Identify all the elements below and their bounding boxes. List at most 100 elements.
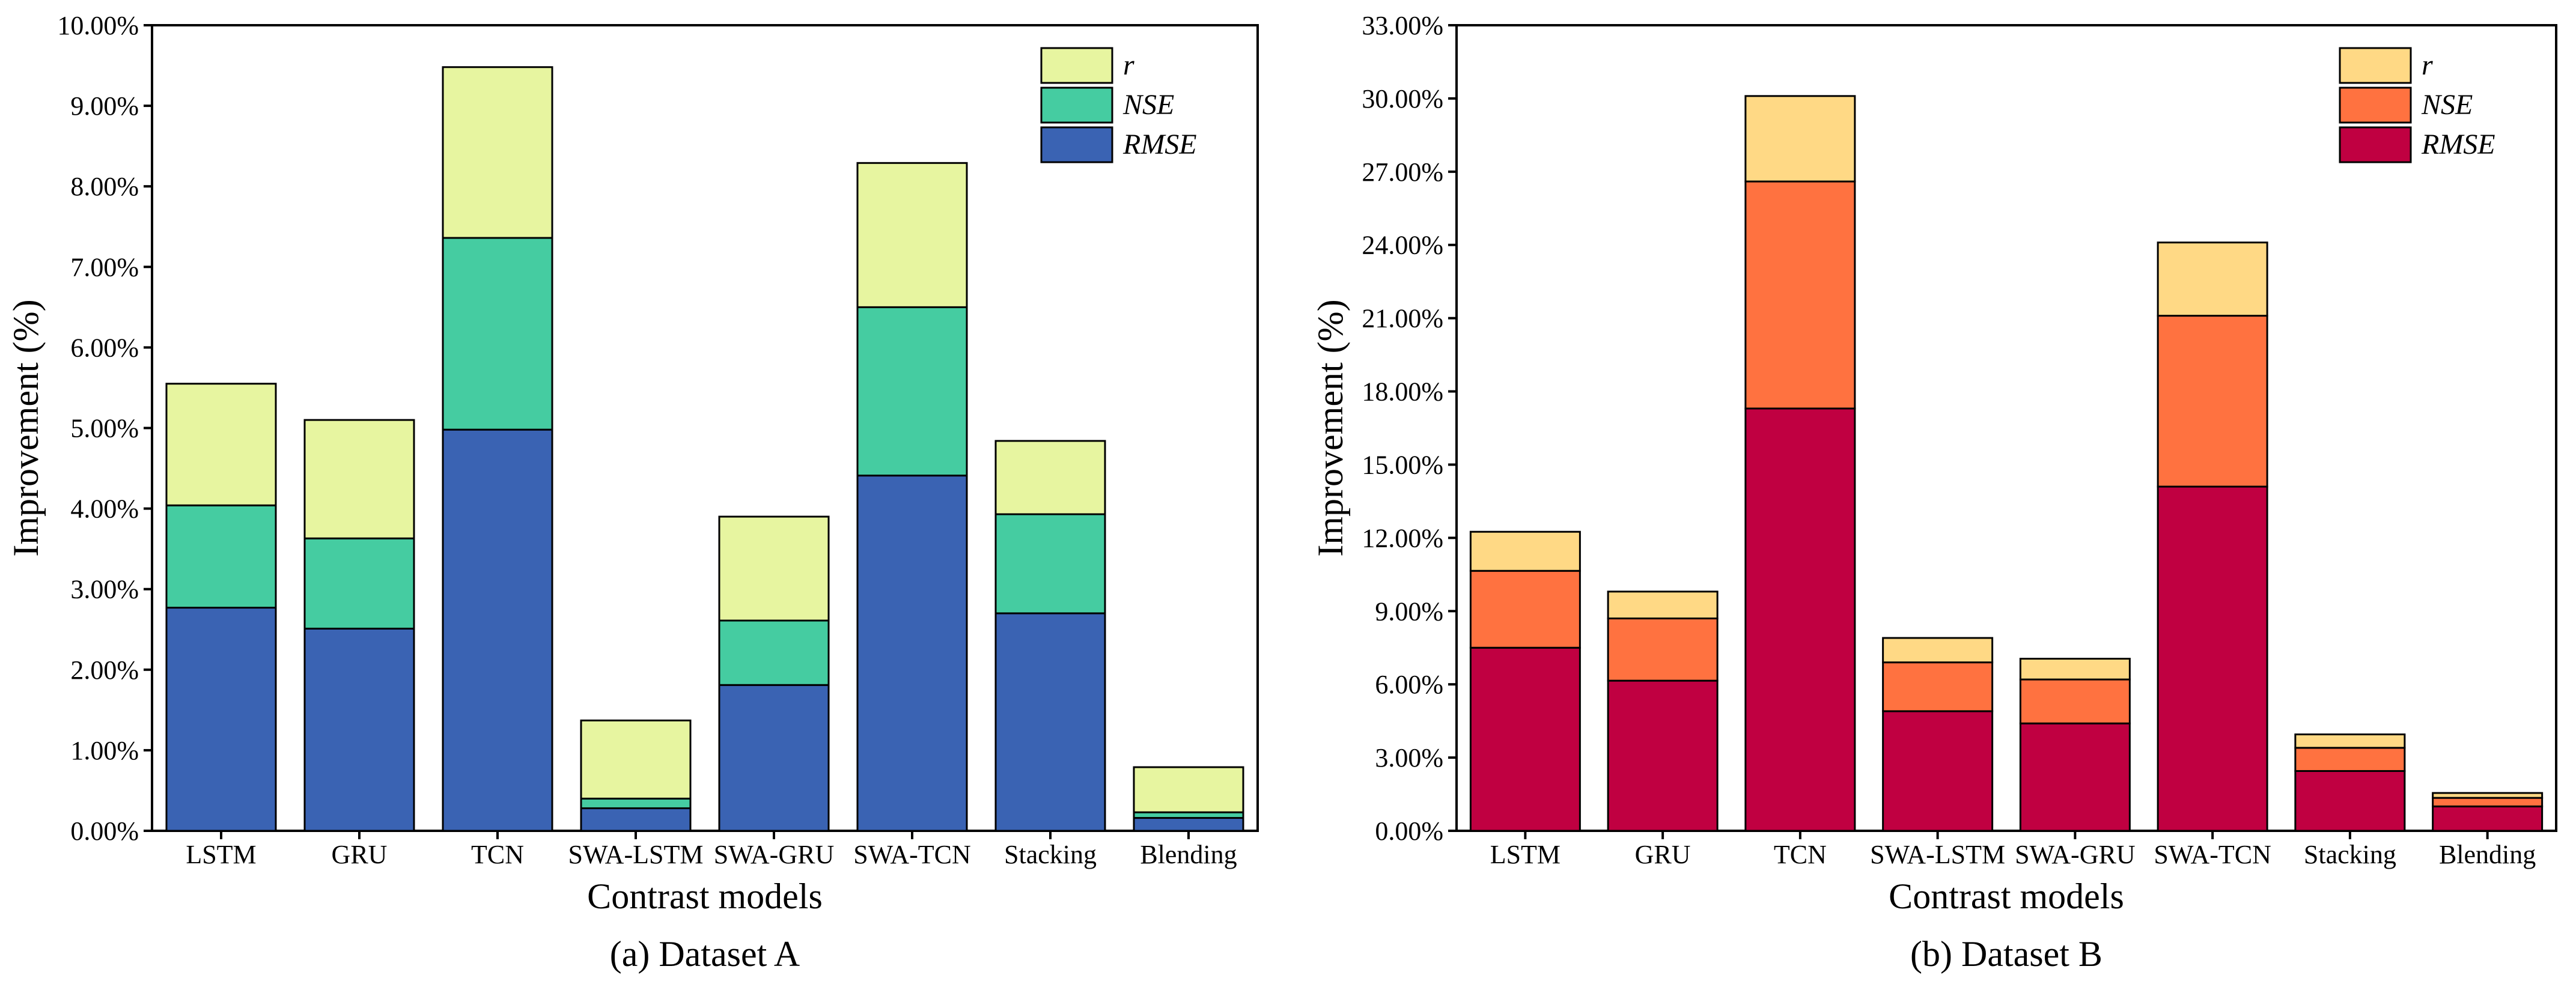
bar-rmse-swa-lstm xyxy=(580,807,692,832)
y-tick-label: 1.00% xyxy=(70,736,139,765)
bar-rmse-lstm xyxy=(1469,646,1581,832)
x-tick-label: LSTM xyxy=(1490,840,1561,869)
y-axis-title: Improvement (%) xyxy=(6,299,46,556)
bar-rmse-tcn xyxy=(1744,407,1856,832)
bar-rmse-blending xyxy=(1133,817,1244,832)
panel-caption: (a) Dataset A xyxy=(610,934,800,974)
y-tick-label: 0.00% xyxy=(70,816,139,846)
bar-nse-stacking xyxy=(994,513,1106,615)
bar-r-stacking xyxy=(2294,733,2406,749)
x-tick-label: SWA-GRU xyxy=(2015,840,2135,869)
bar-r-blending xyxy=(1133,766,1244,813)
plot-frame xyxy=(1455,24,2557,832)
bar-r-gru xyxy=(303,419,415,539)
bar-rmse-swa-gru xyxy=(718,684,830,832)
x-axis-title: Contrast models xyxy=(1889,876,2124,916)
bar-r-stacking xyxy=(994,440,1106,515)
x-tick-label: Stacking xyxy=(1004,840,1097,869)
x-tick-label: Blending xyxy=(2439,840,2536,869)
y-tick-label: 3.00% xyxy=(70,575,139,604)
y-tick-label: 5.00% xyxy=(70,414,139,443)
x-axis-title: Contrast models xyxy=(587,876,823,916)
bar-nse-lstm xyxy=(1469,569,1581,649)
x-tick-label: TCN xyxy=(1774,840,1827,869)
bar-nse-swa-gru xyxy=(718,619,830,686)
y-tick-label: 24.00% xyxy=(1362,231,1443,260)
y-tick-label: 21.00% xyxy=(1362,304,1443,333)
y-tick-label: 8.00% xyxy=(70,172,139,201)
bar-r-lstm xyxy=(165,383,277,506)
y-tick-label: 7.00% xyxy=(70,252,139,282)
bar-r-tcn xyxy=(1744,95,1856,183)
bar-r-lstm xyxy=(1469,530,1581,572)
legend-label-r: r xyxy=(1123,49,1134,81)
bar-rmse-lstm xyxy=(165,607,277,832)
bar-nse-gru xyxy=(303,537,415,630)
x-tick-label: GRU xyxy=(332,840,388,869)
y-tick-label: 33.00% xyxy=(1362,11,1443,40)
x-tick-label: Stacking xyxy=(2304,840,2396,869)
bar-r-swa-tcn xyxy=(856,162,968,308)
bar-nse-lstm xyxy=(165,504,277,609)
legend-swatch-nse xyxy=(2339,87,2412,124)
bar-nse-swa-lstm xyxy=(1882,661,1994,712)
bar-rmse-swa-lstm xyxy=(1882,710,1994,832)
y-tick-label: 9.00% xyxy=(1375,597,1443,626)
y-tick-label: 6.00% xyxy=(1375,670,1443,699)
y-tick-label: 9.00% xyxy=(70,91,139,121)
legend-swatch-r xyxy=(1040,47,1113,84)
bar-rmse-blending xyxy=(2432,805,2544,832)
bar-r-swa-lstm xyxy=(1882,637,1994,664)
y-tick-label: 6.00% xyxy=(70,333,139,362)
panel-caption: (b) Dataset B xyxy=(1910,934,2103,974)
legend-swatch-rmse xyxy=(1040,126,1113,163)
y-tick-label: 3.00% xyxy=(1375,743,1443,773)
bar-nse-blending xyxy=(2432,797,2544,807)
bar-r-blending xyxy=(2432,792,2544,799)
bar-r-swa-gru xyxy=(2019,658,2131,681)
x-tick-label: SWA-GRU xyxy=(714,840,834,869)
bar-nse-swa-gru xyxy=(2019,678,2131,724)
y-tick-label: 4.00% xyxy=(70,494,139,524)
y-tick-label: 0.00% xyxy=(1375,816,1443,846)
y-tick-label: 30.00% xyxy=(1362,84,1443,114)
bar-rmse-stacking xyxy=(2294,770,2406,832)
bar-nse-tcn xyxy=(1744,180,1856,410)
bar-nse-swa-lstm xyxy=(580,797,692,809)
chart-panel-a: 0.00% 1.00% 2.00% 3.00% 4.00% 5.00% 6.00% 7.00%… xyxy=(6,11,1259,974)
x-tick-label: SWA-LSTM xyxy=(1870,840,2005,869)
legend-label-nse: NSE xyxy=(1122,89,1174,121)
bar-r-swa-lstm xyxy=(580,719,692,800)
x-tick-label: LSTM xyxy=(186,840,256,869)
bar-nse-tcn xyxy=(442,237,553,431)
bar-rmse-gru xyxy=(303,627,415,832)
x-tick-label: SWA-TCN xyxy=(853,840,971,869)
bar-r-tcn xyxy=(442,66,553,239)
x-tick-label: Blending xyxy=(1140,840,1237,869)
y-tick-label: 18.00% xyxy=(1362,377,1443,407)
legend-label-rmse: RMSE xyxy=(1122,129,1197,160)
y-tick-label: 12.00% xyxy=(1362,523,1443,553)
x-tick-label: SWA-TCN xyxy=(2154,840,2271,869)
bar-r-swa-gru xyxy=(718,515,830,622)
legend-label-nse: NSE xyxy=(2421,89,2473,121)
bar-rmse-swa-tcn xyxy=(2157,485,2268,832)
bar-nse-stacking xyxy=(2294,747,2406,772)
bar-r-swa-tcn xyxy=(2157,241,2268,317)
x-tick-label: TCN xyxy=(471,840,524,869)
bar-rmse-gru xyxy=(1607,679,1719,832)
x-tick-label: SWA-LSTM xyxy=(568,840,704,869)
bar-r-gru xyxy=(1607,591,1719,619)
y-tick-label: 15.00% xyxy=(1362,450,1443,479)
legend-label-rmse: RMSE xyxy=(2421,129,2495,160)
x-tick-label: GRU xyxy=(1635,840,1691,869)
y-tick-label: 2.00% xyxy=(70,655,139,685)
bar-nse-gru xyxy=(1607,617,1719,682)
bar-rmse-swa-tcn xyxy=(856,475,968,832)
bar-nse-swa-tcn xyxy=(856,306,968,477)
legend-label-r: r xyxy=(2422,49,2433,81)
chart-panel-b: 0.00% 3.00% 6.00% 9.00% 12.00% 15.00% 18.00% 21… xyxy=(1311,11,2557,974)
y-tick-label: 27.00% xyxy=(1362,157,1443,187)
